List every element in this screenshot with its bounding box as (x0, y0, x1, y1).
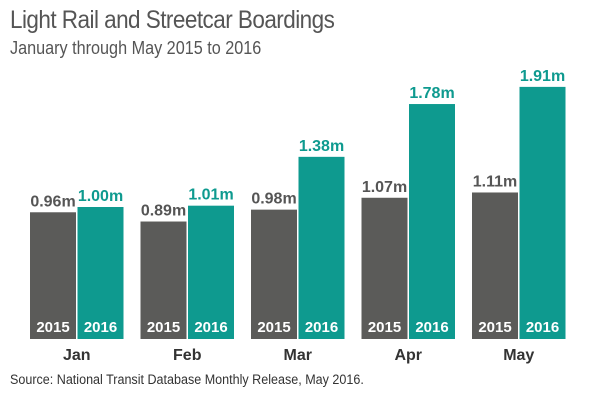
value-label-apr-2016: 1.78m (409, 85, 454, 102)
bar-feb-2015 (140, 221, 187, 339)
year-label-jan-2015: 2015 (36, 319, 69, 336)
bar-mar-2016 (298, 156, 345, 339)
year-label-jan-2016: 2016 (84, 319, 117, 336)
value-label-jan-2016: 1.00m (78, 188, 123, 205)
year-label-feb-2016: 2016 (194, 319, 227, 336)
category-label-may: May (503, 347, 534, 364)
year-label-feb-2015: 2015 (147, 319, 180, 336)
chart-title: Light Rail and Streetcar Boardings (10, 6, 335, 34)
year-label-apr-2015: 2015 (368, 319, 401, 336)
bar-feb-2016 (188, 205, 234, 339)
value-label-mar-2016: 1.38m (299, 138, 344, 155)
year-label-mar-2015: 2015 (257, 319, 290, 336)
value-label-apr-2015: 1.07m (362, 179, 407, 196)
category-label-mar: Mar (284, 347, 312, 364)
value-label-feb-2016: 1.01m (188, 187, 233, 204)
chart-subtitle: January through May 2015 to 2016 (10, 38, 262, 58)
value-label-may-2015: 1.11m (473, 173, 517, 190)
year-label-mar-2016: 2016 (305, 319, 338, 336)
bar-mar-2015 (251, 209, 297, 339)
bar-apr-2016 (409, 104, 455, 339)
year-label-apr-2016: 2016 (415, 319, 448, 336)
category-label-feb: Feb (173, 347, 202, 364)
year-label-may-2016: 2016 (526, 319, 559, 336)
bar-may-2015 (472, 192, 518, 339)
category-label-apr: Apr (394, 347, 422, 364)
value-label-feb-2015: 0.89m (141, 203, 186, 220)
value-label-may-2016: 1.91m (520, 68, 565, 85)
source-note: Source: National Transit Database Monthl… (10, 372, 364, 387)
bar-apr-2015 (361, 197, 408, 339)
bar-jan-2015 (30, 212, 76, 339)
value-label-jan-2015: 0.96m (30, 193, 75, 210)
year-label-may-2015: 2015 (478, 319, 511, 336)
bar-may-2016 (519, 86, 566, 339)
category-label-jan: Jan (63, 347, 91, 364)
value-label-mar-2015: 0.98m (251, 191, 296, 208)
bar-jan-2016 (77, 207, 124, 339)
